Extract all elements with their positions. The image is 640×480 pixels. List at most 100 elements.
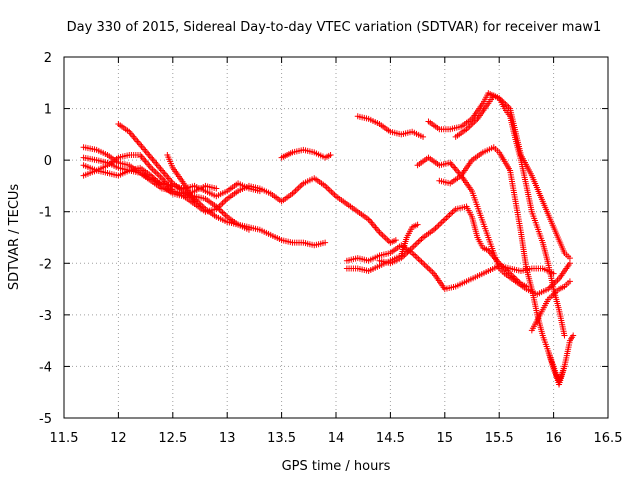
data-point: [416, 257, 423, 264]
x-tick-label: 16.5: [594, 431, 623, 446]
data-point: [440, 217, 447, 224]
series-sat-b: [80, 151, 399, 246]
data-point: [550, 270, 557, 277]
data-point: [245, 226, 252, 233]
data-point: [292, 187, 299, 194]
data-point: [297, 183, 304, 190]
data-point: [523, 283, 530, 290]
data-point: [381, 233, 388, 240]
data-point: [331, 191, 338, 198]
data-point: [413, 254, 420, 261]
data-point: [554, 277, 561, 284]
data-point: [443, 214, 450, 221]
data-point: [432, 225, 439, 232]
series-sat-j: [452, 92, 573, 262]
x-axis-label: GPS time / hours: [282, 459, 391, 474]
data-point: [415, 255, 422, 262]
data-point: [329, 190, 336, 197]
y-tick-labels: -5 -4 -3 -2 -1 0 1 2: [39, 51, 52, 427]
y-tick-label: -5: [39, 412, 52, 427]
x-tick-label: 12.5: [158, 431, 187, 446]
data-point: [449, 209, 456, 216]
x-tick-label: 15: [437, 431, 454, 446]
data-point: [256, 188, 263, 195]
series-sat-o: [343, 242, 557, 293]
x-tick-label: 14.5: [376, 431, 405, 446]
y-tick-label: 0: [44, 154, 52, 169]
data-point: [151, 167, 158, 174]
x-tick-label: 13.5: [267, 431, 296, 446]
series-sat-f: [164, 151, 198, 205]
series-sat-i: [425, 90, 568, 339]
data-point: [434, 223, 441, 230]
data-point: [294, 186, 301, 193]
data-point: [295, 184, 302, 191]
series-sat-p: [528, 278, 573, 334]
data-point: [418, 258, 425, 265]
data-point: [413, 240, 420, 247]
data-point: [438, 219, 445, 226]
data-point: [149, 166, 156, 173]
x-tick-labels: 11.5 12 12.5 13 13.5 14 14.5 15 15.5 16 16.5: [50, 431, 623, 446]
y-tick-label: 1: [44, 103, 52, 118]
data-point: [191, 198, 198, 205]
data-point: [441, 216, 448, 223]
data-point: [427, 267, 434, 274]
x-tick-label: 15.5: [485, 431, 514, 446]
y-axis-label: SDTVAR / TECUs: [7, 184, 22, 291]
x-tick-label: 14: [328, 431, 345, 446]
chart-title: Day 330 of 2015, Sidereal Day-to-day VTE…: [67, 20, 602, 35]
axis-ticks: [63, 56, 609, 419]
data-point: [418, 235, 425, 242]
data-point: [291, 189, 298, 196]
data-point: [446, 212, 453, 219]
y-tick-label: -1: [39, 206, 52, 221]
x-tick-label: 16: [545, 431, 562, 446]
y-tick-label: -3: [39, 309, 52, 324]
data-point: [327, 151, 334, 158]
series-sat-h: [354, 113, 427, 140]
series-sat-q: [545, 332, 577, 385]
data-point: [213, 185, 220, 192]
data-point: [326, 187, 333, 194]
data-point: [472, 117, 479, 124]
y-tick-label: -2: [39, 257, 52, 272]
data-point: [426, 266, 433, 273]
series-sat-l: [414, 154, 573, 298]
data-point: [561, 332, 568, 339]
data-point: [424, 264, 431, 271]
series-sat-d: [80, 162, 220, 200]
data-points: [80, 90, 577, 388]
x-tick-label: 11.5: [50, 431, 79, 446]
data-point: [566, 260, 573, 267]
data-point: [552, 278, 559, 285]
data-point: [322, 239, 329, 246]
data-point: [328, 188, 335, 195]
data-point: [152, 169, 159, 176]
data-point: [221, 198, 228, 205]
data-point: [465, 124, 472, 131]
data-point: [222, 197, 229, 204]
data-point: [154, 170, 161, 177]
data-point: [382, 235, 389, 242]
data-point: [219, 209, 226, 216]
data-point: [566, 255, 573, 262]
data-point: [392, 237, 399, 244]
x-tick-label: 12: [110, 431, 127, 446]
data-point: [437, 220, 444, 227]
data-point: [435, 222, 442, 229]
data-point: [325, 185, 332, 192]
data-point: [414, 221, 421, 228]
data-point: [570, 332, 577, 339]
grid: [64, 57, 608, 418]
data-point: [423, 263, 430, 270]
data-point: [412, 241, 419, 248]
data-point: [444, 213, 451, 220]
data-point: [385, 238, 392, 245]
data-point: [219, 200, 226, 207]
data-point: [420, 133, 427, 140]
data-point: [420, 260, 427, 267]
series-sat-e: [115, 121, 252, 233]
data-point: [222, 212, 229, 219]
